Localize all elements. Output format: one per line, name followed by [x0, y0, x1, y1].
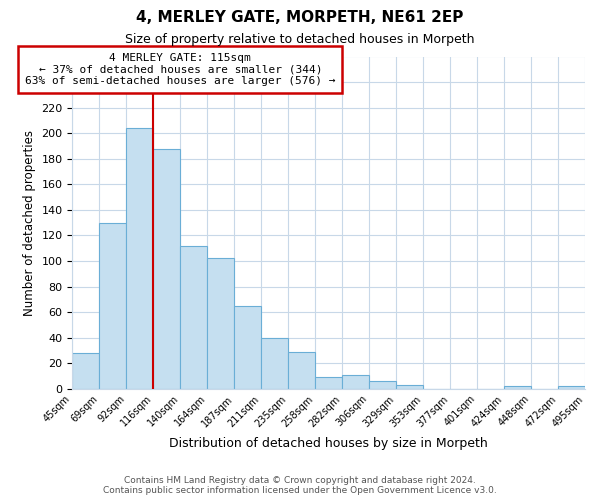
Bar	[73, 353, 100, 389]
Bar	[558, 386, 585, 389]
Bar	[261, 338, 288, 389]
Bar	[396, 385, 423, 389]
Bar	[153, 148, 180, 389]
Bar	[342, 375, 369, 389]
Bar	[127, 128, 153, 389]
Text: Size of property relative to detached houses in Morpeth: Size of property relative to detached ho…	[125, 32, 475, 46]
Bar	[207, 258, 234, 389]
Y-axis label: Number of detached properties: Number of detached properties	[23, 130, 36, 316]
Bar	[369, 381, 396, 389]
Bar	[180, 246, 207, 389]
Bar	[234, 306, 261, 389]
Bar	[288, 352, 315, 389]
Bar	[100, 222, 127, 389]
X-axis label: Distribution of detached houses by size in Morpeth: Distribution of detached houses by size …	[169, 437, 488, 450]
Bar	[315, 378, 342, 389]
Text: 4, MERLEY GATE, MORPETH, NE61 2EP: 4, MERLEY GATE, MORPETH, NE61 2EP	[136, 10, 464, 25]
Text: 4 MERLEY GATE: 115sqm
← 37% of detached houses are smaller (344)
63% of semi-det: 4 MERLEY GATE: 115sqm ← 37% of detached …	[25, 52, 335, 86]
Text: Contains HM Land Registry data © Crown copyright and database right 2024.
Contai: Contains HM Land Registry data © Crown c…	[103, 476, 497, 495]
Bar	[504, 386, 531, 389]
